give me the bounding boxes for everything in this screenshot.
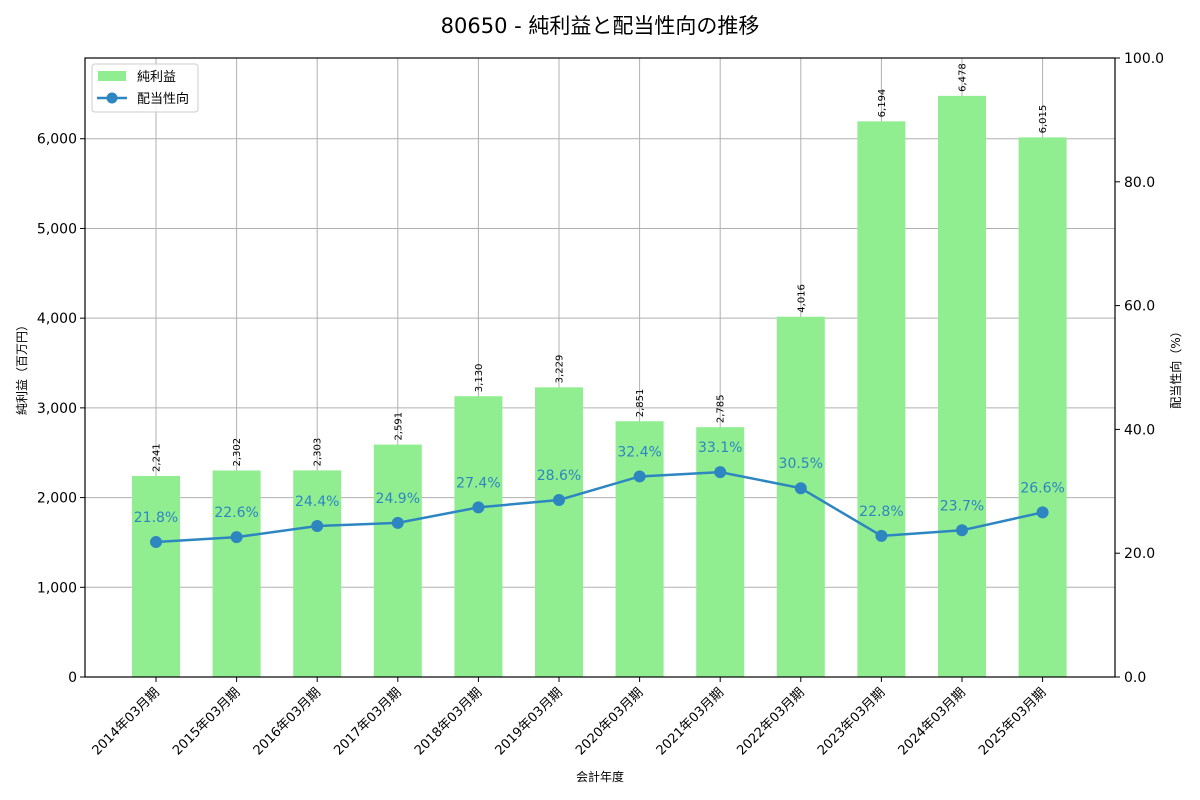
bar (615, 421, 664, 677)
data-point-marker (714, 466, 727, 479)
y2-tick-label: 60.0 (1124, 299, 1155, 315)
data-point-label: 23.7% (940, 498, 984, 514)
data-point-label: 33.1% (698, 440, 742, 456)
y-tick-label: 2,000 (37, 491, 77, 507)
y-tick-label: 1,000 (37, 580, 77, 596)
data-point-marker (553, 493, 565, 506)
bar-value-label: 6,194 (877, 89, 888, 118)
data-point-label: 30.5% (779, 456, 823, 472)
bar (938, 95, 986, 678)
bar (1018, 137, 1067, 677)
data-point-label: 22.8% (859, 504, 903, 520)
y2-tick-label: 20.0 (1124, 546, 1155, 562)
data-point-marker (794, 482, 807, 495)
y-tick-label: 4,000 (37, 311, 77, 327)
bar-value-label: 2,851 (635, 389, 646, 418)
line-series-payout-ratio: 21.8% 22.6% 24.4% 24.9% 27.4% 28.6% 32.4% 33.1%… (134, 440, 1065, 549)
data-point-label: 24.9% (376, 491, 420, 507)
legend-bar-swatch (98, 71, 126, 81)
left-y-axis: 0 1,000 2,000 3,000 4,000 5,000 6,000 (37, 132, 85, 686)
payout-ratio-line (155, 470, 1043, 544)
legend-label-net-income: 純利益 (137, 70, 176, 85)
bar-value-label: 2,785 (716, 395, 727, 424)
x-tick-label: 2022年03月期 (734, 685, 807, 758)
x-tick-label: 2020年03月期 (573, 685, 646, 758)
bar-value-labels: 2,241 2,302 2,303 2,591 3,130 3,229 2,851 2,785… (152, 63, 1050, 472)
chart-title: 80650 - 純利益と配当性向の推移 (441, 14, 760, 38)
y2-tick-label: 0.0 (1124, 670, 1146, 686)
x-tick-label: 2021年03月期 (654, 685, 727, 758)
legend-label-payout-ratio: 配当性向 (137, 91, 189, 107)
y2-tick-label: 100.0 (1124, 51, 1164, 67)
y2-tick-label: 80.0 (1124, 175, 1155, 191)
bar-series-net-income (132, 95, 1067, 678)
x-tick-label: 2024年03月期 (896, 685, 969, 758)
legend: 純利益 配当性向 (91, 63, 199, 113)
x-tick-label: 2014年03月期 (90, 685, 163, 758)
y-tick-label: 6,000 (37, 132, 77, 148)
data-point-marker (150, 536, 162, 549)
bar-value-label: 6,478 (958, 63, 969, 92)
y-tick-label: 0 (68, 670, 77, 686)
data-point-marker (956, 524, 968, 537)
x-axis-title: 会計年度 (576, 769, 624, 784)
right-y-axis: 0.0 20.0 40.0 60.0 80.0 100.0 (1115, 51, 1164, 686)
x-tick-label: 2015年03月期 (170, 685, 243, 758)
bar-value-label: 2,241 (152, 443, 163, 472)
bar (212, 470, 261, 677)
bar (132, 475, 180, 677)
y-tick-label: 3,000 (37, 401, 77, 417)
bar (293, 470, 342, 677)
bar-value-label: 6,015 (1038, 105, 1049, 134)
bar (373, 444, 422, 677)
x-axis: 2014年03月期 2015年03月期 2016年03月期 2017年03月期 2018… (90, 677, 1049, 759)
bar-value-label: 2,303 (313, 438, 324, 467)
bar (857, 121, 906, 677)
data-point-label: 27.4% (456, 475, 500, 491)
bar-value-label: 3,130 (474, 364, 485, 393)
left-y-axis-title: 純利益（百万円） (15, 319, 29, 415)
data-point-marker (230, 531, 243, 544)
data-point-marker (1036, 506, 1049, 519)
x-tick-label: 2019年03月期 (493, 685, 566, 758)
data-point-label: 28.6% (537, 468, 581, 484)
plot-border (84, 57, 1116, 678)
data-point-marker (875, 529, 888, 542)
bar (535, 387, 583, 677)
plot-frame (84, 57, 1116, 678)
data-point-marker (472, 501, 485, 514)
data-point-marker (391, 516, 404, 529)
bar (454, 396, 503, 677)
bar-value-label: 2,591 (393, 412, 404, 441)
x-tick-label: 2023年03月期 (815, 685, 888, 758)
x-tick-label: 2016年03月期 (251, 685, 324, 758)
x-tick-label: 2017年03月期 (331, 685, 404, 758)
data-point-label: 22.6% (214, 505, 258, 521)
data-point-label: 24.4% (295, 494, 339, 510)
y-tick-label: 5,000 (37, 221, 77, 237)
data-point-label: 21.8% (134, 510, 178, 526)
data-point-label: 32.4% (617, 444, 661, 460)
legend-marker-icon (106, 92, 118, 104)
x-tick-label: 2025年03月期 (976, 685, 1049, 758)
data-point-marker (311, 519, 324, 532)
y2-tick-label: 40.0 (1124, 422, 1155, 438)
right-y-axis-title: 配当性向（%） (1168, 325, 1183, 408)
bar-value-label: 4,016 (796, 284, 807, 313)
data-point-label: 26.6% (1020, 480, 1064, 496)
bar-value-label: 3,229 (555, 355, 566, 384)
bar (696, 427, 745, 677)
bar-value-label: 2,302 (232, 438, 243, 467)
x-tick-label: 2018年03月期 (412, 685, 485, 758)
data-point-marker (633, 470, 646, 483)
